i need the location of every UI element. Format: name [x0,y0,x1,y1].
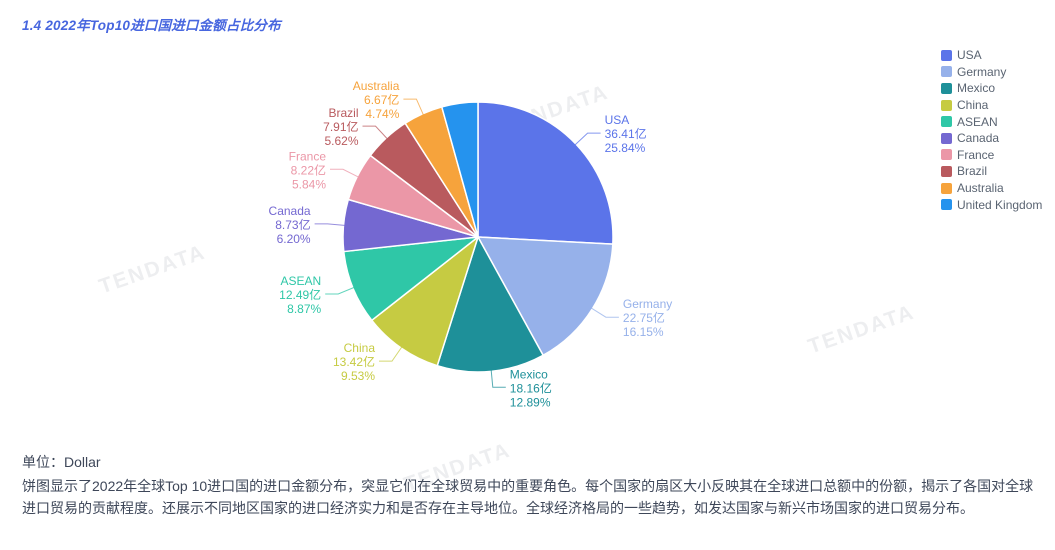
legend-label: United Kingdom [957,197,1043,212]
legend-swatch [941,99,952,111]
legend-item-china[interactable]: China [941,97,1042,114]
pie-label-line-france [330,168,359,178]
pie-slice-united-kingdom[interactable] [441,101,479,238]
pie-slice-usa[interactable] [477,101,614,245]
legend-swatch [941,82,952,94]
pie-label-line-usa [574,132,601,146]
legend-item-united-kingdom[interactable]: United Kingdom [941,196,1042,213]
legend-label: Australia [957,181,1004,196]
page-title: 1.4 2022年Top10进口国进口金额占比分布 [22,18,281,33]
pie-label-usa: USA 36.41亿 25.84% [605,113,647,155]
pie-label-line-china [379,346,403,362]
pie-label-australia: Australia 6.67亿 4.74% [353,79,400,121]
pie-label-brazil: Brazil 7.91亿 5.62% [323,106,359,148]
legend-swatch [941,165,952,177]
legend-item-canada[interactable]: Canada [941,130,1042,147]
legend-swatch [941,182,952,194]
pie-label-canada: Canada 8.73亿 6.20% [269,204,311,246]
chart-description: 饼图显示了2022年全球Top 10进口国的进口金额分布，突显它们在全球贸易中的… [22,478,1034,516]
legend-swatch [941,149,952,161]
legend-swatch [941,132,952,144]
pie-label-line-brazil [362,125,388,139]
legend-item-asean[interactable]: ASEAN [941,113,1042,130]
legend-label: China [957,98,989,113]
legend-swatch [941,199,952,211]
pie-label-line-germany [591,307,619,318]
pie-label-line-australia [403,98,424,115]
legend-swatch [941,116,952,128]
legend-swatch [941,66,952,78]
legend-item-germany[interactable]: Germany [941,64,1042,81]
legend-item-australia[interactable]: Australia [941,180,1042,197]
legend-item-france[interactable]: France [941,147,1042,164]
pie-label-china: China 13.42亿 9.53% [333,341,375,383]
legend-label: Brazil [957,164,988,179]
legend-label: Mexico [957,81,996,96]
pie-label-mexico: Mexico 18.16亿 12.89% [510,367,552,409]
pie-label-france: France 8.22亿 5.84% [289,149,327,191]
legend-label: France [957,147,995,162]
legend-item-brazil[interactable]: Brazil [941,163,1042,180]
legend-swatch [941,49,952,61]
pie-label-line-asean [325,287,355,295]
pie-label-germany: Germany 22.75亿 16.15% [623,297,672,339]
unit-label: 单位：Dollar [22,454,101,470]
pie-label-line-mexico [490,370,506,388]
legend-label: Canada [957,131,1000,146]
chart-footer: 单位：Dollar 饼图显示了2022年全球Top 10进口国的进口金额分布，突… [22,452,1035,519]
legend-label: ASEAN [957,114,998,129]
legend-item-usa[interactable]: USA [941,47,1042,64]
legend-label: USA [957,48,982,63]
pie-label-line-canada [314,223,345,226]
legend-label: Germany [957,64,1007,79]
pie-label-asean: ASEAN 12.49亿 8.87% [279,274,321,316]
legend-item-mexico[interactable]: Mexico [941,80,1042,97]
chart-legend: USA Germany Mexico China ASEAN Canada France Br… [941,47,1042,213]
